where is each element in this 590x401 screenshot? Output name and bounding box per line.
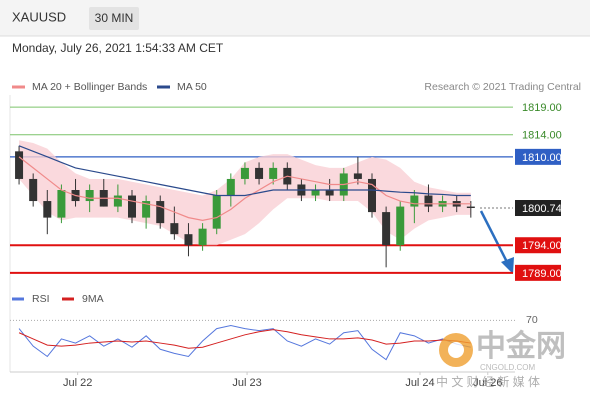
candle-body [353, 173, 362, 179]
x-tick-label: Jul 23 [232, 377, 261, 389]
legend-label[interactable]: 9MA [82, 293, 104, 305]
timeframe-badge[interactable] [89, 7, 139, 30]
credit: Research © 2021 Trading Central [424, 81, 581, 93]
candle-body [128, 195, 136, 218]
datetime: Monday, July 26, 2021 1:54:33 AM CET [12, 41, 224, 55]
ma-line [18, 156, 471, 221]
forecast-arrow [479, 210, 510, 265]
candle-body [311, 190, 320, 196]
legend-label[interactable]: MA 20 + Bollinger Bands [32, 81, 147, 93]
x-tick-label: Jul 24 [405, 377, 434, 389]
watermark-site: CNGOLD.COM [480, 363, 535, 372]
candle-body [226, 178, 235, 196]
price-label-box [515, 200, 561, 217]
candle-body [170, 223, 179, 235]
candle-body [29, 178, 38, 202]
candle-body [325, 190, 334, 196]
candle-body [466, 206, 475, 209]
candle-body [156, 201, 165, 224]
candle-body [15, 151, 24, 179]
candle-body [198, 228, 207, 246]
candle-body [424, 195, 433, 207]
indicator-line [18, 324, 471, 361]
candle-body [255, 167, 264, 179]
candle-body [368, 178, 376, 213]
watermark: 中金网 CNGOLD.COM 中 文 财 经 新 媒 体 [436, 329, 566, 389]
price-label: 1814.00 [522, 130, 562, 142]
price-label-box [515, 237, 561, 254]
price-label-box [515, 148, 561, 165]
price-label: 1794.00 [522, 240, 562, 252]
legend-label[interactable]: RSI [32, 293, 50, 305]
price-label: 1800.74 [522, 203, 562, 215]
legend-label[interactable]: MA 50 [177, 81, 207, 93]
indicator-line [18, 329, 471, 349]
price-label: 1819.00 [522, 102, 562, 114]
forecast-arrowhead [501, 257, 514, 274]
candle-body [240, 167, 249, 179]
price-label: 1789.00 [522, 268, 562, 280]
candle-body [142, 201, 151, 218]
candle-body [43, 201, 52, 218]
ma-line [18, 145, 471, 197]
candle-body [184, 234, 193, 246]
candle-body [113, 195, 122, 207]
watermark-title: 中金网 [476, 329, 566, 363]
price-label-box [515, 264, 561, 281]
candle-body [57, 190, 66, 218]
candle-body [410, 195, 419, 207]
candle-body [85, 190, 94, 202]
candle-body [396, 206, 405, 246]
watermark-logo-inner [448, 342, 464, 358]
watermark-slogan: 中 文 财 经 新 媒 体 [436, 374, 540, 389]
candle-body [382, 212, 391, 246]
y-tick-label: 70 [526, 314, 538, 326]
candle-body [212, 195, 221, 229]
x-tick-label: Jul 26 [473, 377, 502, 389]
candle-body [269, 167, 278, 179]
timeframe[interactable]: 30 MIN [95, 11, 134, 25]
x-tick-label: Jul 22 [63, 377, 92, 389]
price-label: 1810.00 [522, 152, 562, 164]
symbol: XAUUSD [12, 9, 66, 24]
header-bar [0, 0, 590, 36]
